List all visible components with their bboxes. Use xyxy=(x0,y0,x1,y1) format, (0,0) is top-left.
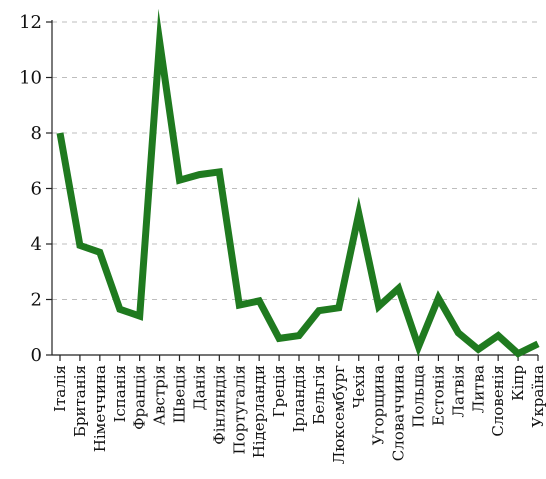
data-point-19 xyxy=(416,344,422,350)
data-point-9 xyxy=(216,169,222,175)
data-point-2 xyxy=(77,242,83,248)
series-group xyxy=(56,8,541,358)
x-tick-label-7: Швеція xyxy=(171,365,189,423)
data-point-14 xyxy=(316,308,322,314)
data-point-15 xyxy=(336,305,342,311)
y-tick-label-6: 6 xyxy=(31,179,42,200)
data-point-3 xyxy=(97,249,103,255)
x-tick-label-21: Латвія xyxy=(449,365,467,417)
data-point-12 xyxy=(276,335,282,341)
x-tick-label-22: Литва xyxy=(469,365,487,413)
axes xyxy=(46,20,539,361)
y-tick-label-2: 2 xyxy=(31,290,42,311)
data-point-11 xyxy=(256,298,262,304)
data-point-25 xyxy=(535,341,541,347)
x-tick-label-23: Словенія xyxy=(489,365,507,437)
data-point-8 xyxy=(196,172,202,178)
data-point-13 xyxy=(296,333,302,339)
data-point-18 xyxy=(396,285,402,291)
grid-lines xyxy=(52,21,538,300)
x-tick-label-10: Португалія xyxy=(230,365,248,454)
data-point-1 xyxy=(57,130,63,136)
x-tick-label-16: Чехія xyxy=(350,365,368,408)
x-tick-label-25: Україна xyxy=(529,365,546,428)
data-point-23 xyxy=(495,333,501,339)
data-point-10 xyxy=(236,302,242,308)
y-tick-label-4: 4 xyxy=(31,234,42,255)
y-tick-label-0: 0 xyxy=(31,345,42,366)
x-tick-label-11: Нідерланди xyxy=(250,365,268,458)
x-tick-label-17: Угорщина xyxy=(370,365,388,445)
x-tick-labels: Італія Британія Німеччина Іспанія Франція Авс… xyxy=(51,365,546,464)
x-tick-label-9: Фінляндія xyxy=(210,365,228,445)
x-tick-label-20: Естонія xyxy=(429,365,447,426)
data-point-4 xyxy=(117,306,123,312)
x-tick-label-5: Франція xyxy=(131,365,149,430)
x-tick-label-2: Британія xyxy=(71,365,89,437)
data-point-22 xyxy=(475,346,481,352)
y-tick-label-12: 12 xyxy=(19,12,42,33)
data-point-21 xyxy=(455,330,461,336)
data-point-20 xyxy=(435,295,441,301)
x-tick-label-18: Словаччина xyxy=(390,365,408,461)
x-tick-label-3: Німеччина xyxy=(91,365,109,452)
x-tick-label-13: Ірландія xyxy=(290,365,308,433)
data-point-6 xyxy=(157,38,163,44)
x-tick-label-12: Греція xyxy=(270,365,288,417)
y-tick-labels: 0 2 4 6 8 10 12 xyxy=(19,12,42,366)
data-point-17 xyxy=(376,303,382,309)
series-line-1 xyxy=(56,8,540,358)
x-tick-label-8: Данія xyxy=(190,365,208,410)
data-point-24 xyxy=(515,351,521,357)
x-tick-label-6: Австрія xyxy=(151,365,169,425)
y-tick-label-10: 10 xyxy=(19,68,42,89)
x-tick-label-24: Кіпр xyxy=(509,365,527,401)
data-point-16 xyxy=(356,210,362,216)
x-tick-label-4: Іспанія xyxy=(111,365,129,423)
x-tick-label-15: Люксембург xyxy=(330,365,348,464)
data-point-5 xyxy=(137,313,143,319)
x-tick-label-14: Бельгія xyxy=(310,365,328,425)
x-tick-label-19: Польща xyxy=(410,365,428,428)
data-point-7 xyxy=(177,177,183,183)
y-tick-label-8: 8 xyxy=(31,123,42,144)
x-tick-label-1: Італія xyxy=(51,365,69,412)
